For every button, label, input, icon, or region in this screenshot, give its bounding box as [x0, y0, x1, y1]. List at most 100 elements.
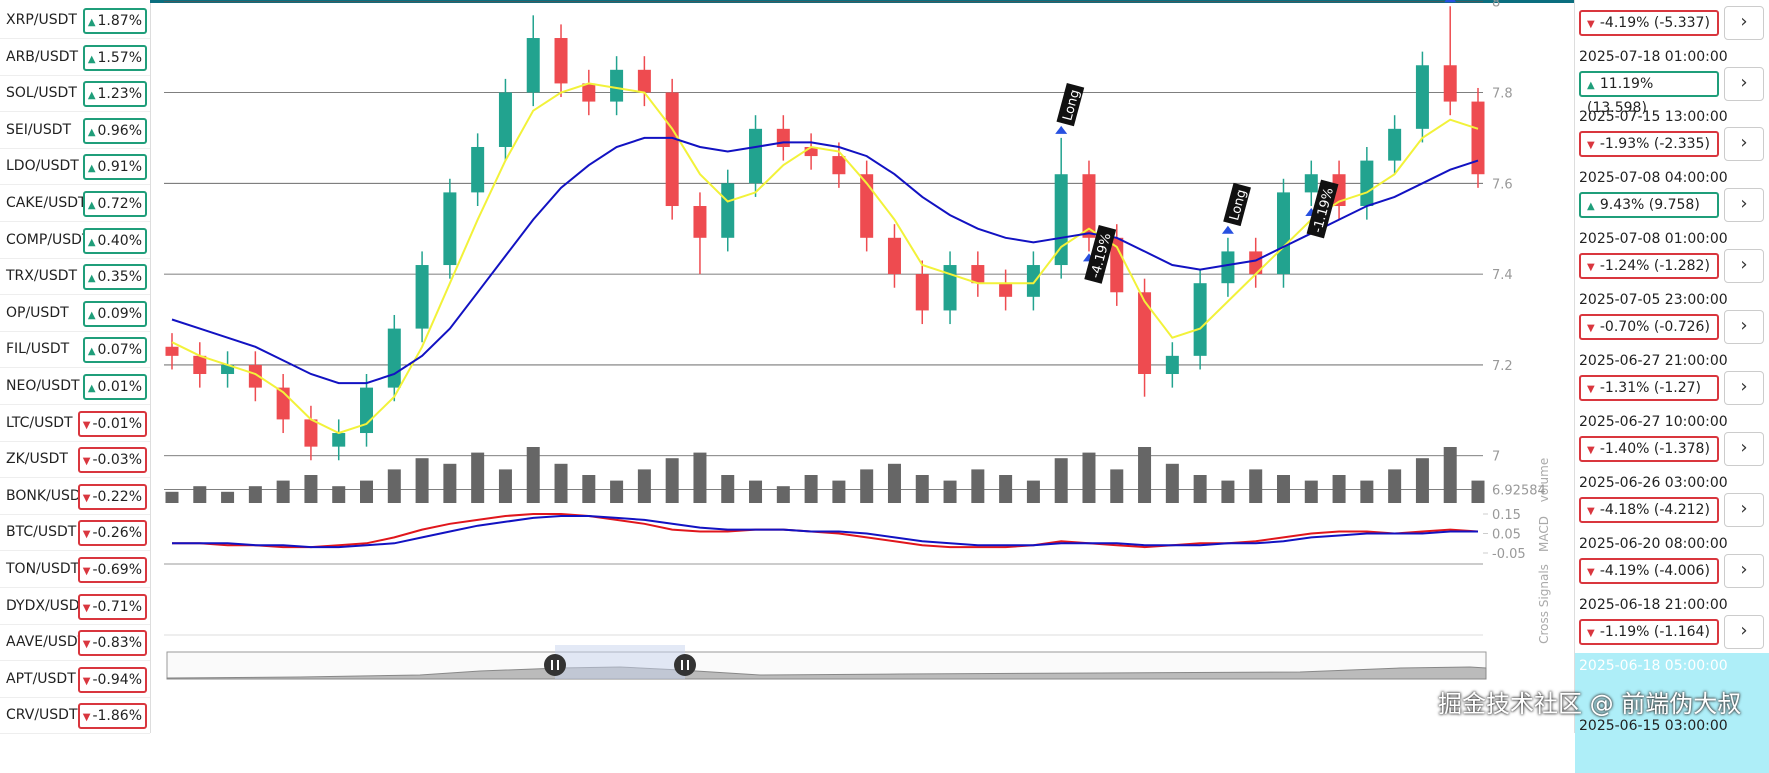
trend-icon: ▼ [1587, 444, 1598, 456]
change-badge: ▼ -0.26% [77, 520, 147, 547]
watch-row[interactable]: LDO/USDT ▲ 0.91% [0, 148, 150, 186]
symbol: DYDX/USDT [6, 597, 89, 614]
trade-result: ▼ -4.19% (-4.006) [1579, 557, 1719, 584]
change: 0.35% [97, 269, 142, 286]
trend-icon: ▼ [1587, 262, 1598, 274]
change: 0.09% [97, 305, 142, 322]
watch-row[interactable]: SOL/USDT ▲ 1.23% [0, 75, 150, 113]
trend-icon: ▼ [82, 529, 91, 541]
trade-date: 2025-07-18 01:00:00 [1579, 48, 1728, 65]
navigator-handle[interactable] [674, 654, 696, 676]
watch-row[interactable]: SEI/USDT ▲ 0.96% [0, 112, 150, 149]
watch-row[interactable]: AAVE/USDT ▼ -0.83% [0, 624, 150, 662]
open-button[interactable]: › [1724, 553, 1764, 588]
candle-body [804, 146, 818, 157]
trend-icon: ▼ [1587, 140, 1598, 152]
navigator-handle[interactable] [544, 654, 566, 676]
trade-label: 11.19% (13.598) [1587, 75, 1654, 116]
volume-bar [665, 458, 679, 503]
symbol: SEI/USDT [6, 121, 72, 138]
volume-bar [193, 486, 207, 503]
volume-bar [915, 475, 929, 503]
candle-body [1360, 160, 1374, 207]
trade-result: ▲ 9.43% (9.758) [1579, 192, 1719, 219]
symbol: TRX/USDT [6, 268, 78, 285]
macd-title: MACD [1537, 516, 1551, 552]
candle-body [221, 364, 235, 375]
volume-bar [415, 458, 429, 503]
signal-tag-bg [1056, 82, 1085, 127]
symbol: NEO/USDT [6, 378, 80, 394]
watch-row[interactable]: NEO/USDT ▲ 0.01% [0, 368, 150, 405]
candle-body [999, 283, 1013, 297]
navigator-window[interactable] [555, 645, 685, 679]
trade-date: 2025-06-26 03:00:00 [1579, 474, 1728, 491]
trend-icon: ▼ [1587, 323, 1598, 335]
volume-bar [1276, 475, 1290, 503]
open-button[interactable]: › [1724, 188, 1764, 223]
watch-row[interactable]: COMP/USDT ▲ 0.40% [0, 222, 150, 259]
volume-bar [221, 491, 235, 503]
watch-row[interactable]: BTC/USDT ▼ -0.26% [0, 514, 150, 552]
trade-date: 2025-07-15 13:00:00 [1579, 109, 1728, 126]
open-button[interactable]: › [1724, 492, 1764, 527]
change-badge: ▲ 1.57% [82, 44, 147, 71]
watch-row[interactable]: ARB/USDT ▲ 1.57% [0, 39, 150, 76]
open-button[interactable]: › [1724, 614, 1764, 649]
change: -0.94% [92, 671, 142, 688]
y-tick-label: 8 [1492, 0, 1500, 11]
y-tick-label: 7 [1492, 450, 1500, 465]
signal-tag: Long [1223, 182, 1251, 227]
watch-row[interactable]: LTC/USDT ▼ -0.01% [0, 405, 150, 442]
signal-label: Long [1227, 188, 1250, 222]
candle-body [860, 174, 874, 238]
y-tick-label: 7.4 [1492, 268, 1513, 283]
candle-body [1471, 101, 1485, 175]
watch-row[interactable]: APT/USDT ▼ -0.94% [0, 661, 150, 698]
candle-body [1165, 355, 1179, 375]
watch-row[interactable]: CAKE/USDT ▲ 0.72% [0, 185, 150, 222]
change-badge: ▲ 1.23% [82, 81, 147, 108]
volume-bar [165, 491, 179, 503]
volume-bar [887, 463, 901, 503]
watch-row[interactable]: DYDX/USDT ▼ -0.71% [0, 588, 150, 625]
volume-bar [1110, 469, 1124, 503]
symbol: XRP/USDT [6, 12, 77, 28]
symbol: APT/USDT [6, 670, 76, 687]
candle-body [832, 156, 846, 175]
open-button[interactable]: › [1724, 5, 1764, 40]
open-button[interactable]: › [1724, 249, 1764, 284]
symbol: ARB/USDT [6, 48, 79, 65]
watch-row[interactable]: XRP/USDT ▲ 1.87% [0, 2, 150, 39]
signal-tag-bg [1084, 224, 1117, 284]
watch-row[interactable]: TRX/USDT ▲ 0.35% [0, 258, 150, 296]
trend-icon: ▼ [82, 675, 91, 687]
volume-bar [860, 469, 874, 503]
trend-icon: ▲ [1587, 201, 1598, 213]
watch-row[interactable]: OP/USDT ▲ 0.09% [0, 295, 150, 332]
signal-tag: Long [1056, 82, 1085, 127]
watch-row[interactable]: ZK/USDT ▼ -0.03% [0, 441, 150, 479]
volume-bar [1054, 458, 1068, 503]
change-badge: ▲ 1.87% [82, 8, 147, 34]
watch-row[interactable]: FIL/USDT ▲ 0.07% [0, 331, 150, 369]
trend-icon: ▲ [87, 53, 96, 65]
watch-row[interactable]: BONK/USDT ▼ -0.22% [0, 478, 150, 515]
volume-bar [554, 463, 568, 503]
candle-body [1443, 65, 1457, 102]
watch-row[interactable]: TON/USDT ▼ -0.69% [0, 551, 150, 588]
volume-bar [1332, 475, 1346, 503]
volume-bar [1360, 480, 1374, 503]
open-button[interactable]: › [1724, 66, 1764, 101]
trend-icon: ▼ [82, 639, 91, 651]
open-button[interactable]: › [1724, 127, 1764, 162]
open-button[interactable]: › [1724, 310, 1764, 345]
open-button[interactable]: › [1724, 371, 1764, 405]
candle-body [776, 128, 790, 147]
trend-icon: ▼ [82, 419, 91, 431]
change-badge: ▼ -0.22% [77, 483, 147, 510]
trade-date: 2025-06-15 03:00:00 [1579, 718, 1728, 735]
open-button[interactable]: › [1724, 431, 1764, 466]
change: 0.07% [97, 342, 142, 359]
watch-row[interactable]: CRV/USDT ▼ -1.86% [0, 697, 150, 735]
